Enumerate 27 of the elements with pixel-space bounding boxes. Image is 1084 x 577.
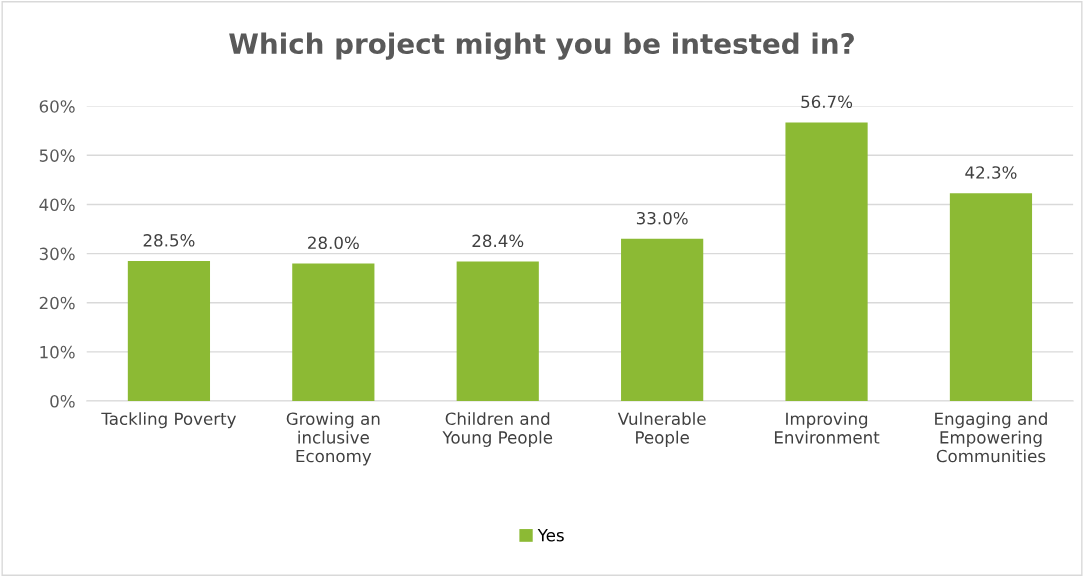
data-label: 56.7%	[801, 95, 853, 109]
bar	[949, 193, 1033, 402]
y-tick-label: 50%	[39, 149, 75, 162]
data-label: 28.4%	[472, 234, 524, 248]
data-label: 28.0%	[308, 236, 359, 250]
bar	[127, 260, 211, 402]
y-tick-label: 30%	[39, 247, 75, 261]
data-label: 33.0%	[636, 211, 688, 225]
y-tick-label: 0%	[50, 394, 75, 408]
bar	[456, 261, 539, 402]
data-label: 28.5%	[143, 234, 195, 247]
bar	[621, 238, 704, 402]
y-tick-label: 10%	[40, 345, 75, 359]
data-label: 42.3%	[965, 166, 1017, 179]
bar	[785, 122, 868, 402]
bar	[292, 263, 375, 402]
x-tick-label: Engaging and Empowering Communities	[935, 412, 1047, 463]
x-tick-label: Growing an inclusive Economy	[286, 412, 380, 466]
y-tick-label: 20%	[39, 296, 75, 310]
y-tick-label: 40%	[39, 198, 75, 212]
x-tick-label: Vulnerable People	[617, 412, 706, 447]
y-tick-label: 60%	[39, 100, 75, 113]
x-tick-label: Children and Young People	[442, 412, 553, 447]
legend-label: Yes	[537, 529, 564, 542]
x-tick-label: Tackling Poverty	[101, 412, 237, 429]
x-tick-label: Improving Environment	[774, 412, 880, 444]
chart-title: Which project might you be intested in?	[229, 32, 854, 60]
